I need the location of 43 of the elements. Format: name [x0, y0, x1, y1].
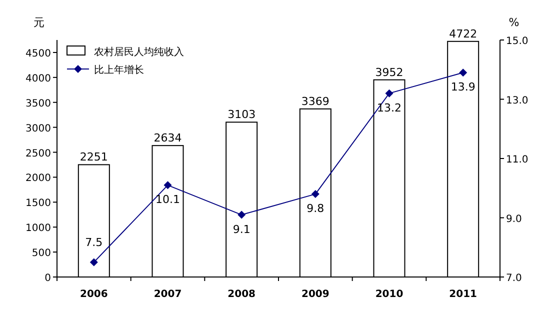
data-label: 3103: [228, 108, 256, 122]
y-tick-label: 500: [32, 248, 51, 260]
data-label: 9.1: [232, 222, 250, 236]
y2-tick-label: 7.0: [506, 273, 522, 284]
x-tick-label: 2010: [375, 289, 404, 300]
y-tick-label: 0: [44, 273, 51, 284]
point: [164, 181, 172, 190]
point: [385, 89, 394, 98]
data-label: 3369: [301, 94, 330, 108]
y2-tick-label: 9.0: [506, 214, 522, 225]
y-tick-label: 2000: [26, 173, 51, 184]
y-tick-label: 4000: [26, 73, 51, 84]
y-tick-label: 1500: [26, 198, 51, 210]
x-tick-label: 2008: [228, 289, 256, 300]
point: [238, 210, 246, 219]
y2-tick-label: 15.0: [506, 36, 528, 47]
data-label: 2251: [80, 150, 108, 164]
data-label: 10.1: [156, 193, 180, 206]
x-tick-label: 2009: [301, 289, 330, 300]
x-tick-label: 2006: [80, 289, 108, 300]
data-label: 3952: [375, 66, 404, 79]
y-tick-label: 3500: [26, 98, 51, 110]
data-label: 13.9: [450, 80, 476, 94]
data-label: 2634: [154, 132, 182, 145]
y-tick-label: 1000: [26, 223, 51, 234]
y-tick-label: 3000: [26, 123, 51, 134]
y2-tick-label: 11.0: [506, 154, 528, 166]
y2-tick-label: 13.0: [506, 95, 528, 106]
data-label: 13.2: [377, 101, 402, 114]
x-tick-label: 2007: [154, 289, 182, 300]
data-label: 9.8: [306, 202, 324, 216]
legend-label: 比上年增长: [94, 64, 144, 76]
legend-label: 农村居民人均纯收入: [94, 46, 184, 58]
y-axis-title: 元: [34, 16, 44, 29]
data-label: 4722: [449, 27, 478, 40]
point: [459, 68, 468, 77]
y-tick-label: 4500: [26, 48, 51, 60]
point: [90, 258, 98, 266]
point: [311, 190, 320, 198]
x-tick-label: 2011: [449, 289, 478, 300]
y2-axis-title: %: [508, 16, 520, 29]
y-tick-label: 2500: [26, 148, 51, 160]
data-label: 7.5: [85, 236, 103, 250]
